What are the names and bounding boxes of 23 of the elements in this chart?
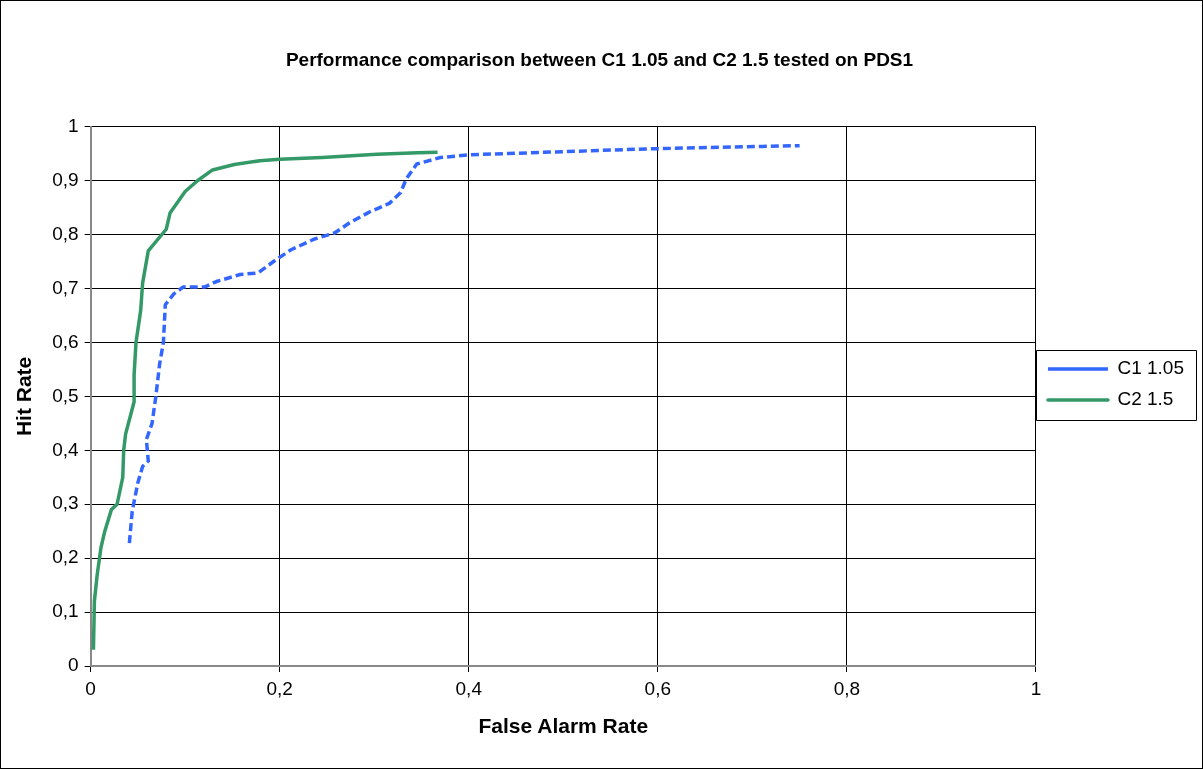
- line-series: [127, 143, 802, 545]
- y-tick-label: 0,6: [52, 330, 79, 352]
- y-tick-label: 0,8: [52, 222, 79, 244]
- chart-title: Performance comparison between C1 1.05 and C2 1.5 tested on PDS1: [285, 48, 914, 70]
- x-tick-label: 1: [1030, 677, 1042, 699]
- legend-label: C2 1.5: [1117, 388, 1174, 410]
- y-tick-label: 0,3: [52, 492, 79, 514]
- y-tick-label: 0,5: [52, 384, 79, 406]
- x-tick-label: 0,6: [644, 677, 672, 699]
- y-axis-title: Hit Rate: [12, 356, 36, 437]
- y-tick-label: 0,9: [52, 168, 79, 190]
- y-tick-label: 0,1: [52, 600, 79, 622]
- y-tick-label: 0: [68, 654, 79, 676]
- x-tick-label: 0,2: [266, 677, 293, 699]
- x-tick-label: 0,8: [833, 677, 861, 699]
- legend-label: C1 1.05: [1117, 357, 1184, 379]
- y-tick-label: 0,2: [52, 546, 79, 568]
- x-tick-label: 0,4: [455, 677, 483, 699]
- y-tick-label: 0,4: [52, 438, 80, 460]
- y-tick-label: 0,7: [52, 276, 79, 298]
- x-tick-label: 0: [85, 677, 96, 699]
- x-axis-title: False Alarm Rate: [478, 714, 649, 738]
- y-tick-label: 1: [68, 115, 79, 137]
